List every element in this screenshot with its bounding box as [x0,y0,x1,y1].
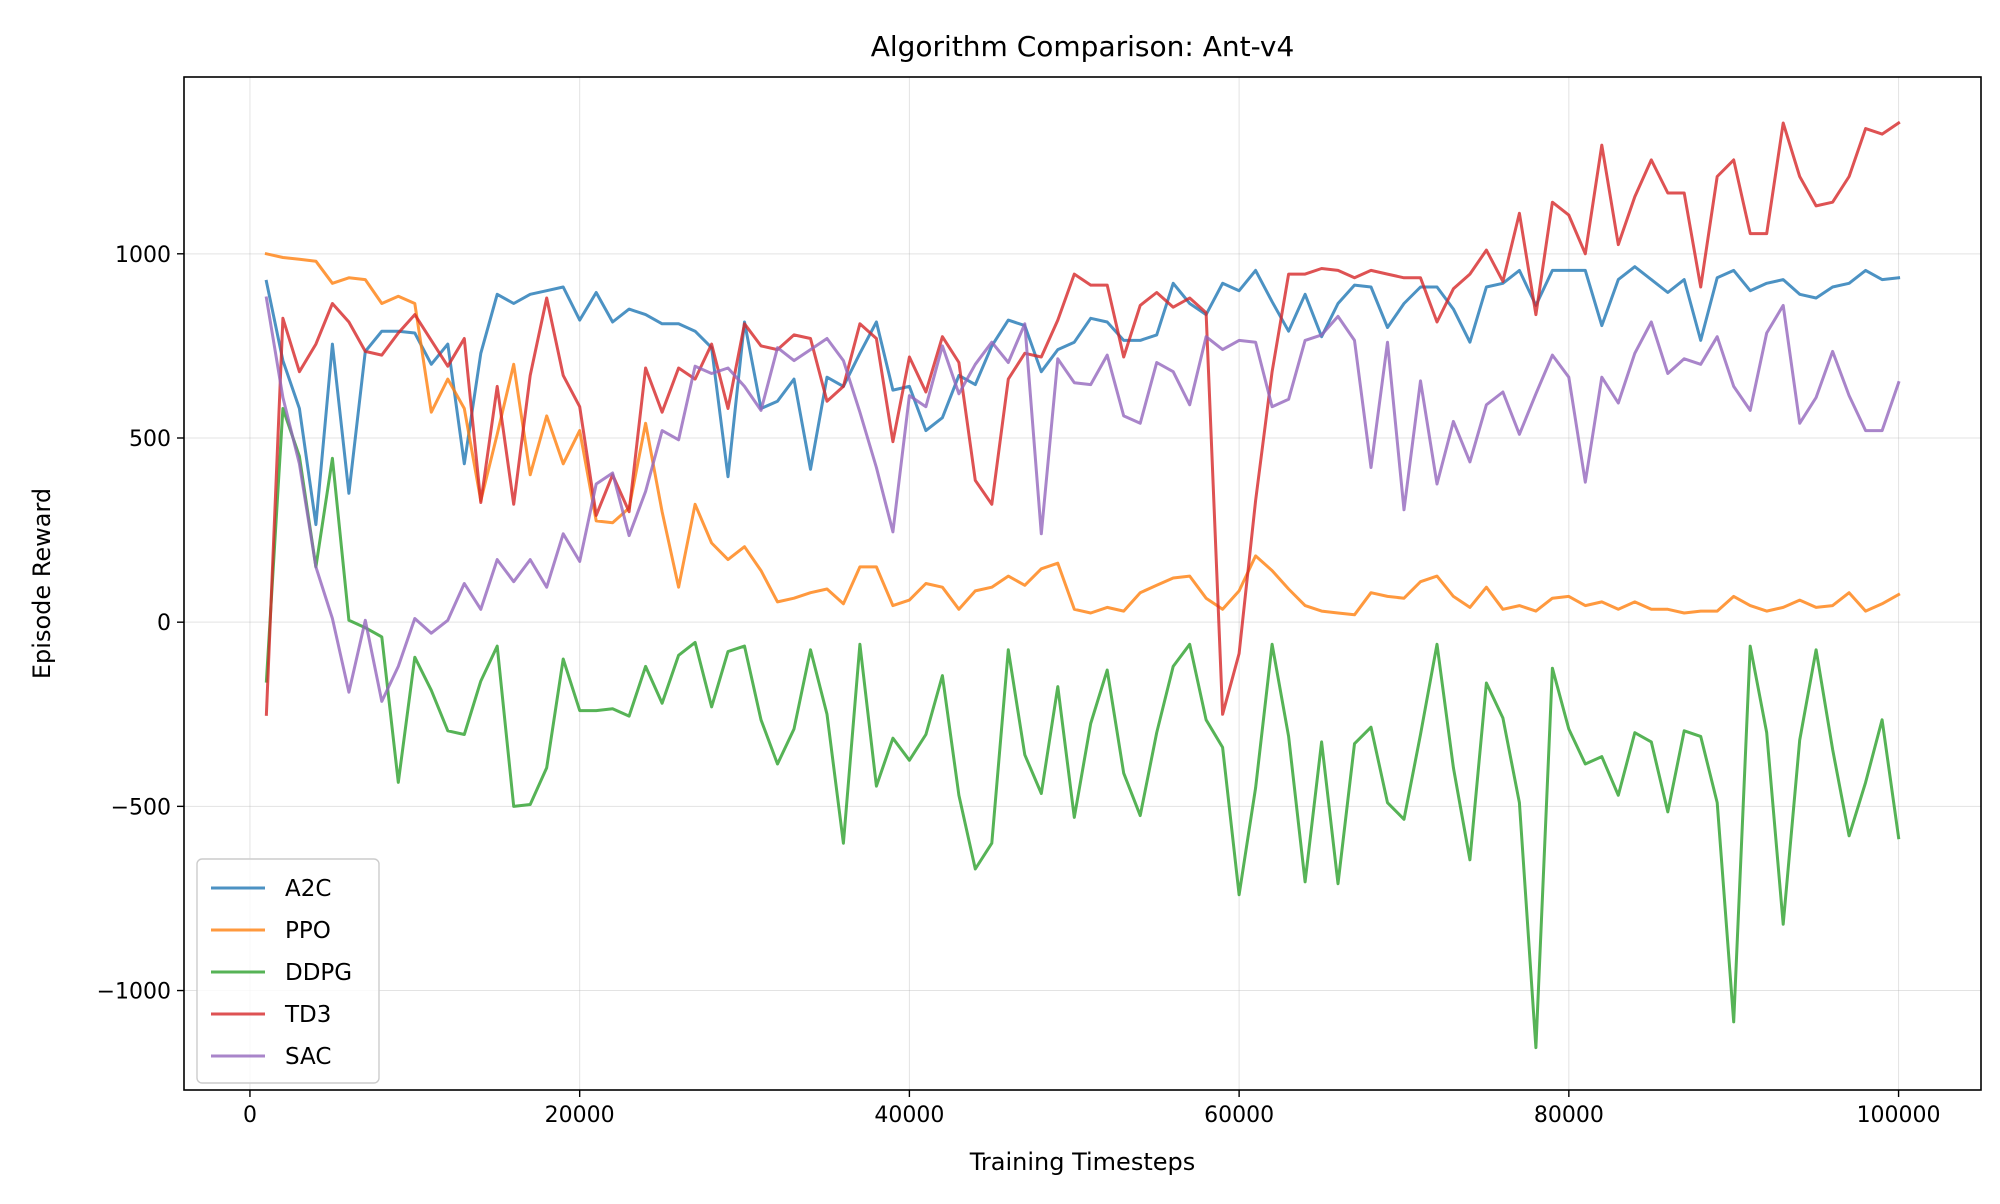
legend: A2C PPO DDPG TD3 SAC [196,858,380,1084]
y-tick-label: 0 [157,611,171,636]
y-tick-label: −1000 [97,980,171,1005]
series-line-td3 [264,120,1901,716]
series-line-ddpg [264,407,1901,1050]
x-axis-label: Training Timesteps [969,1148,1195,1176]
series-line-ppo [264,252,1901,617]
y-tick-label: −500 [111,795,171,820]
x-tick-label: 0 [243,1103,257,1128]
y-axis-label: Episode Reward [28,488,56,679]
x-tick-label: 80000 [1534,1103,1604,1128]
y-tick-label: 1000 [115,243,171,268]
x-axis-ticks: 0 20000 40000 60000 80000 100000 [243,1090,1941,1128]
y-tick-label: 500 [129,427,171,452]
series-lines [264,120,1901,1050]
series-line-a2c [264,265,1901,527]
x-tick-label: 100000 [1857,1103,1941,1128]
plot-frame [183,76,1982,1091]
series-line-sac [264,296,1901,703]
x-tick-label: 20000 [545,1103,615,1128]
grid [184,77,1981,1090]
legend-label-a2c: A2C [285,876,331,902]
legend-label-ppo: PPO [285,918,331,944]
chart-title: Algorithm Comparison: Ant-v4 [871,30,1295,63]
legend-label-sac: SAC [285,1044,331,1070]
legend-label-td3: TD3 [284,1002,331,1028]
legend-label-ddpg: DDPG [285,960,352,986]
legend-box [196,858,380,1084]
x-tick-label: 60000 [1204,1103,1274,1128]
y-axis-ticks: −1000 −500 0 500 1000 [97,243,184,1005]
x-tick-label: 40000 [874,1103,944,1128]
